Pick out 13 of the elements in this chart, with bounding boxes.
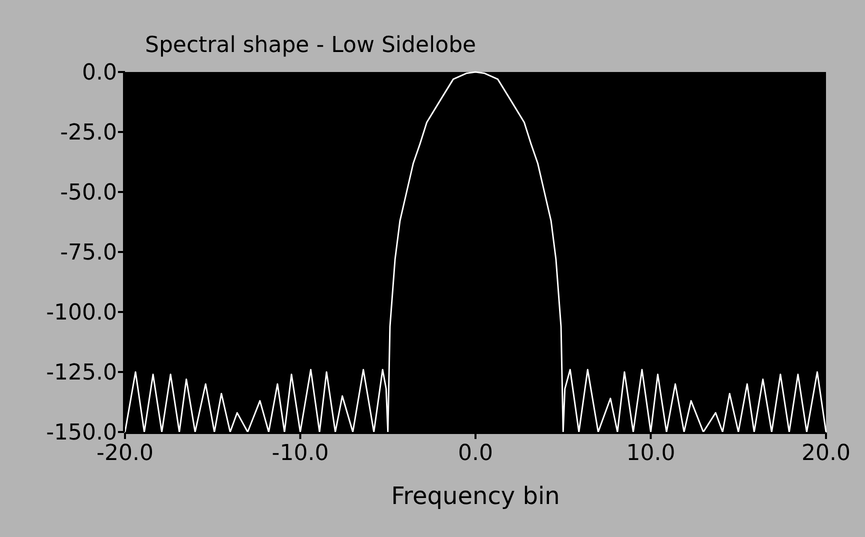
y-tick-label: -100.0 <box>46 300 117 326</box>
chart-title: Spectral shape - Low Sidelobe <box>145 33 476 58</box>
y-tick-label: 0.0 <box>82 60 117 86</box>
x-tick-label: -10.0 <box>272 441 329 466</box>
x-tick-label: -20.0 <box>96 441 154 466</box>
y-tick-label: -75.0 <box>60 240 117 266</box>
x-tick-label: 10.0 <box>626 441 676 466</box>
x-tick-label: 20.0 <box>802 441 850 466</box>
y-tick-label: -125.0 <box>46 360 117 386</box>
x-axis-title: Frequency bin <box>391 482 560 510</box>
y-tick-label: -25.0 <box>60 120 117 146</box>
y-tick-label: -50.0 <box>60 180 117 206</box>
x-tick-label: 0.0 <box>458 441 493 466</box>
